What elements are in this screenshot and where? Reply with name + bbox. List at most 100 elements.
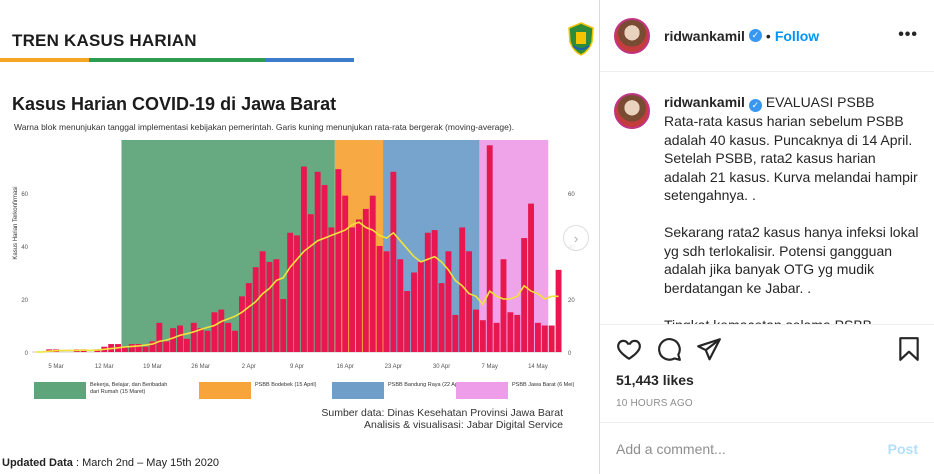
bar [479,320,486,352]
y-axis-label: Kasus Harian Terkonfirmasi [13,186,19,259]
legend-item: PSBB Bandung Raya (22 April) [332,382,466,399]
bar [541,325,548,352]
bar [121,346,128,352]
bar [197,328,204,352]
y-tick-label: 20 [21,298,28,304]
chart-source: Sumber data: Dinas Kesehatan Provinsi Ja… [321,407,563,431]
legend-swatch [332,382,384,399]
daily-cases-chart: 00202040406060Kasus Harian Terkonfirmasi… [13,140,575,370]
y-tick-label: 60 [568,192,575,198]
legend-swatch [34,382,86,399]
chevron-right-icon[interactable]: › [563,225,589,251]
bar [266,261,273,352]
comment-input[interactable] [616,440,888,457]
avatar[interactable] [614,17,650,54]
post-image: TREN KASUS HARIAN Kasus Harian COVID-19 … [0,0,600,474]
bar [514,314,521,352]
y-tick-label: 0 [25,351,29,357]
bar [466,251,473,352]
post-header: ridwankamil ✓ • Follow ••• [600,0,934,72]
bookmark-icon[interactable] [896,336,922,362]
stripe-segment [0,58,89,62]
likes-count[interactable]: 51,443 likes [616,372,694,388]
bar [252,267,259,352]
chart-legend: Bekerja, Belajar, dan Beribadah dari Rum… [34,382,574,402]
bar [245,283,252,352]
bar [404,291,411,352]
stripe-segment [177,58,266,62]
bar [177,325,183,352]
stripe-segment [88,58,177,62]
post-caption: ridwankamil ✓ EVALUASI PSBB Rata-rata kas… [600,73,934,325]
y-tick-label: 60 [21,192,28,198]
bar [493,322,500,352]
caption-body: EVALUASI PSBB Rata-rata kasus harian seb… [664,94,919,325]
moving-average-line [35,221,559,353]
bar [218,309,225,352]
heart-icon[interactable] [616,336,642,362]
follow-button[interactable]: Follow [774,27,820,44]
bar [431,230,438,352]
x-tick-label: 7 May [482,364,498,370]
y-tick-label: 0 [568,351,572,357]
bar [362,208,369,352]
legend-swatch [456,382,508,399]
bar [390,171,397,352]
bar [335,169,342,352]
x-tick-label: 12 Mar [95,364,114,370]
x-tick-label: 19 Mar [143,364,162,370]
caption-text: ridwankamil ✓ EVALUASI PSBB Rata-rata kas… [664,93,920,325]
bar [128,344,135,352]
username-link[interactable]: ridwankamil [664,27,745,44]
bar [190,322,197,352]
post-timestamp[interactable]: 10 HOURS AGO [616,398,693,409]
bar [417,261,424,352]
bar [273,259,280,352]
y-tick-label: 20 [568,298,575,304]
bar [149,341,156,352]
bar [473,309,479,352]
bar [369,195,376,352]
bar [534,322,541,352]
stripe-segment [265,58,354,62]
bar [397,259,404,352]
bar [183,338,190,352]
bar [528,203,534,352]
x-tick-label: 9 Apr [290,364,304,370]
share-icon[interactable] [696,336,722,362]
bar [383,251,390,352]
bar [307,214,314,352]
bar [555,269,562,352]
chart-subtitle: Warna blok menunjukan tanggal implementa… [14,122,515,132]
bar [349,227,356,352]
banner-stripe [0,58,354,62]
x-tick-label: 26 Mar [191,364,210,370]
legend-label: PSBB Jawa Barat (6 Mei) [512,382,575,388]
bar [486,145,493,352]
bar [424,232,431,352]
verified-badge-icon: ✓ [748,29,762,42]
bar [225,322,232,352]
west-java-emblem-icon [568,22,594,56]
separator-dot: • [765,27,771,44]
legend-label: PSBB Bandung Raya (22 April) [388,382,465,388]
x-tick-label: 2 Apr [242,364,256,370]
bar [445,251,452,352]
x-tick-label: 30 Apr [433,364,450,370]
caption-avatar[interactable] [614,93,650,129]
source-line: Sumber data: Dinas Kesehatan Provinsi Ja… [321,407,563,419]
chart-title: Kasus Harian COVID-19 di Jawa Barat [12,94,337,114]
bar [294,235,300,352]
bar [411,272,417,352]
bar [328,227,335,352]
caption-username[interactable]: ridwankamil [664,94,745,110]
bar [204,330,211,352]
bar [548,325,555,352]
more-options-icon[interactable]: ••• [898,26,918,43]
comment-icon[interactable] [656,336,682,362]
bar [232,330,238,352]
post-comment-button[interactable]: Post [887,440,918,457]
bar [342,195,349,352]
bar [280,299,287,352]
